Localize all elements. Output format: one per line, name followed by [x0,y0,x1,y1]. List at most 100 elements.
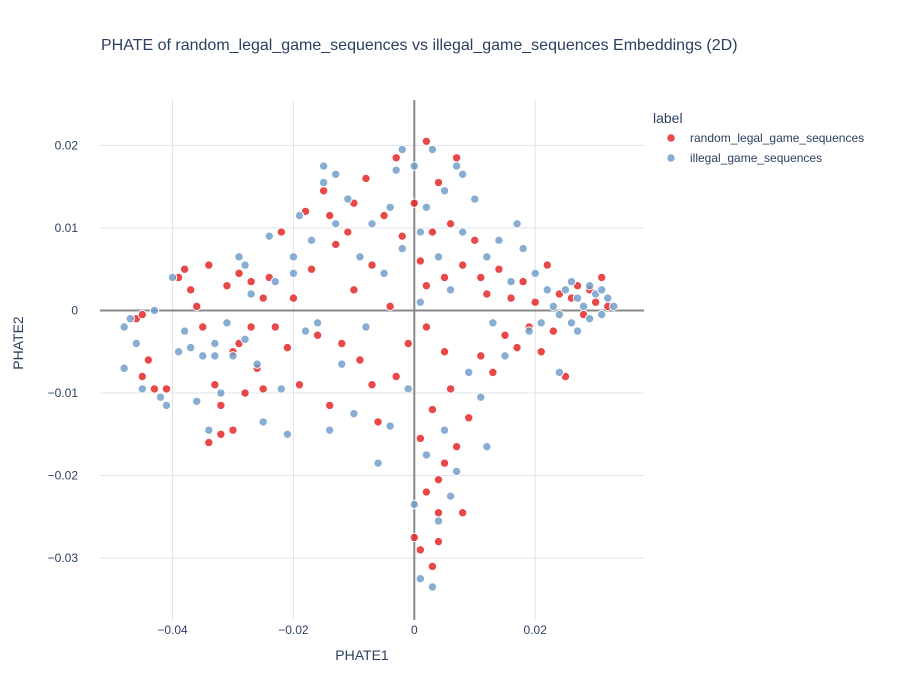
data-point-illegal [445,491,456,501]
data-point-illegal [379,268,389,279]
data-point-random-legal [415,545,426,555]
data-point-random-legal [234,268,244,279]
y-tick-label: −0.03 [48,551,79,565]
data-point-random-legal [204,437,214,448]
legend[interactable]: label random_legal_game_sequencesillegal… [653,110,864,165]
data-point-random-legal [355,355,365,365]
data-point-illegal [584,314,595,324]
data-point-illegal [331,169,341,179]
data-point-illegal [506,276,516,287]
legend-marker [666,133,676,143]
data-point-illegal [216,388,226,398]
data-point-illegal [282,429,293,439]
data-point-illegal [554,367,565,378]
data-point-random-legal [409,198,420,208]
data-point-random-legal [240,388,250,398]
data-point-random-legal [367,380,377,390]
data-point-random-legal [324,400,335,411]
data-point-random-legal [361,173,371,184]
data-point-random-legal [421,136,432,146]
data-point-random-legal [536,347,546,357]
x-tick-label: −0.04 [157,623,188,637]
data-point-random-legal [379,210,389,221]
data-point-illegal [494,235,504,246]
legend-marker [666,153,676,163]
data-point-random-legal [282,342,293,353]
data-point-random-legal [488,367,498,378]
data-point-illegal [421,450,432,460]
data-point-illegal [397,144,407,155]
data-point-random-legal [439,347,450,357]
data-point-illegal [349,408,359,419]
data-point-random-legal [415,433,426,444]
data-point-illegal [198,351,208,361]
data-point-random-legal [530,297,540,307]
data-point-illegal [554,309,565,320]
data-point-illegal [397,243,407,254]
data-point-random-legal [596,272,607,283]
data-point-illegal [173,347,184,357]
x-axis-title: PHATE1 [335,647,389,663]
data-point-random-legal [324,210,335,221]
data-point-illegal [584,281,595,291]
data-point-illegal [234,252,244,262]
data-point-illegal [167,272,178,283]
data-point-illegal [294,210,305,221]
data-point-random-legal [306,264,317,274]
data-point-illegal [155,392,166,402]
legend-item[interactable]: random_legal_game_sequences [666,131,864,145]
data-point-illegal [548,301,559,312]
x-axis-ticks: −0.04 −0.02 0 0.02 [157,623,547,637]
data-point-random-legal [464,413,474,423]
data-point-illegal [204,425,214,435]
data-point-illegal [427,144,438,155]
data-point-illegal [415,227,426,237]
grid [100,100,644,620]
y-tick-label: 0.01 [55,221,79,235]
data-point-random-legal [216,400,226,411]
legend-item[interactable]: illegal_game_sequences [666,151,822,165]
data-point-random-legal [192,301,202,312]
data-point-random-legal [204,260,214,270]
data-point-random-legal [149,384,160,394]
data-point-illegal [119,363,129,373]
data-point-illegal [488,318,498,328]
data-point-illegal [566,276,577,287]
data-point-random-legal [500,330,510,340]
data-point-random-legal [403,338,413,349]
data-point-illegal [318,177,329,188]
data-point-illegal [300,326,311,336]
data-point-illegal [331,219,341,229]
data-point-random-legal [137,371,148,382]
data-point-illegal [222,318,232,328]
data-point-random-legal [222,281,232,291]
data-point-illegal [476,392,486,402]
data-point-random-legal [185,285,196,295]
data-point-random-legal [427,404,438,415]
data-point-illegal [210,351,220,361]
data-point-illegal [609,301,619,312]
data-point-illegal [578,301,589,312]
data-point-random-legal [367,260,377,270]
data-point-random-legal [433,177,444,188]
data-point-illegal [385,421,395,431]
legend-title: label [653,110,683,126]
data-point-random-legal [512,342,522,353]
data-point-illegal [185,342,196,353]
data-point-illegal [603,293,613,303]
data-point-illegal [240,260,250,270]
data-point-illegal [596,285,607,295]
data-point-illegal [451,466,462,477]
x-tick-label: 0.02 [524,623,548,637]
data-point-illegal [530,268,540,279]
legend-label: illegal_game_sequences [690,151,822,165]
data-point-random-legal [276,227,287,237]
data-point-illegal [445,285,456,295]
data-point-illegal [433,252,444,262]
data-point-illegal [566,318,577,328]
data-point-random-legal [427,227,438,237]
data-point-random-legal [258,384,268,394]
data-point-illegal [312,318,323,328]
data-point-illegal [137,384,148,394]
